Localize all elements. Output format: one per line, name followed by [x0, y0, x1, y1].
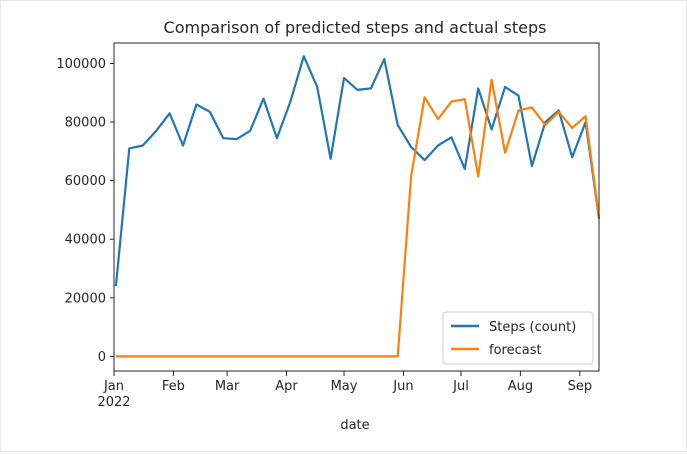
- x-tick-label: Apr: [275, 379, 298, 394]
- y-tick-label: 100000: [56, 57, 106, 72]
- x-tick-label: Feb: [162, 379, 185, 394]
- x-tick-label: Jan: [103, 379, 124, 394]
- plot-area: [113, 42, 601, 372]
- axes-frame: [113, 42, 600, 372]
- x-tick-label: Mar: [215, 379, 240, 394]
- chart-title: Comparison of predicted steps and actual…: [164, 18, 547, 37]
- series-line-steps: [114, 55, 601, 287]
- x-axis-label: date: [340, 418, 369, 433]
- x-tick-label: May: [331, 379, 358, 394]
- x-tick-label: Jul: [452, 379, 469, 394]
- legend-label-forecast: forecast: [489, 343, 542, 358]
- x-tick-sublabel: 2022: [97, 395, 130, 410]
- x-tick-label: Jun: [392, 379, 413, 394]
- legend-box: [442, 311, 594, 365]
- y-tick-label: 0: [98, 350, 106, 365]
- x-tick-label: Sep: [568, 379, 593, 394]
- x-tick-label: Aug: [508, 379, 533, 394]
- y-tick-label: 40000: [65, 233, 106, 248]
- y-tick-label: 60000: [65, 174, 106, 189]
- legend: Steps (count) forecast: [442, 311, 594, 365]
- y-tick-label: 80000: [65, 116, 106, 131]
- legend-label-steps: Steps (count): [489, 320, 576, 335]
- series-line-forecast: [115, 78, 601, 358]
- y-axis: 0 20000 40000 60000 80000 100000: [56, 57, 114, 365]
- y-tick-label: 20000: [65, 291, 106, 306]
